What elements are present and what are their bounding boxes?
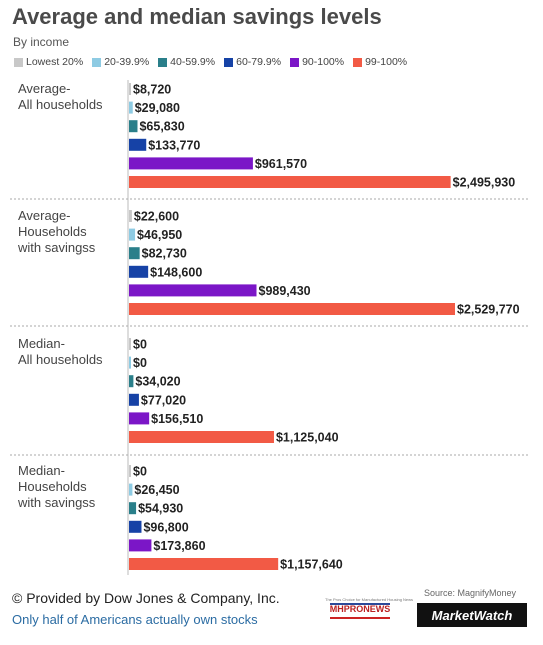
bar [129, 483, 133, 496]
bar [129, 303, 455, 315]
bar [129, 375, 134, 388]
legend-label: 40-59.9% [170, 56, 216, 68]
bar-value-label: $0 [133, 465, 147, 479]
group-label: with savingss [17, 240, 96, 255]
bar-value-label: $133,770 [148, 138, 200, 152]
legend-item: 90-100% [290, 56, 344, 68]
legend-swatch [353, 57, 363, 67]
bar [129, 83, 131, 95]
group-label: Average- [18, 81, 71, 96]
group-label: Households [18, 479, 87, 494]
bar [129, 176, 451, 188]
legend-label: 99-100% [365, 56, 408, 68]
legend-swatch [92, 57, 102, 67]
bar [129, 247, 140, 260]
bar-value-label: $34,020 [135, 375, 180, 389]
group-label: All households [18, 352, 103, 367]
chart-subtitle: By income [13, 35, 70, 49]
bar [129, 284, 257, 297]
legend-swatch [14, 57, 23, 67]
article-link[interactable]: Only half of Americans actually own stoc… [12, 612, 258, 627]
bar-value-label: $46,950 [137, 228, 182, 242]
bar-value-label: $0 [133, 338, 147, 352]
legend-label: Lowest 20% [26, 56, 84, 68]
bar [129, 138, 147, 151]
bar-value-label: $77,020 [141, 393, 186, 407]
bar [129, 520, 142, 533]
legend-item: Lowest 20% [14, 56, 83, 68]
bar-value-label: $961,570 [255, 157, 307, 171]
bar [129, 431, 274, 443]
chart-title: Average and median savings levels [12, 4, 382, 29]
bar-value-label: $1,157,640 [280, 558, 343, 572]
bar-value-label: $54,930 [138, 502, 183, 516]
legend-label: 60-79.9% [236, 56, 282, 68]
bar [129, 502, 137, 515]
bar [129, 558, 279, 570]
legend-label: 90-100% [302, 56, 345, 68]
bar-value-label: $0 [133, 356, 147, 370]
bar-value-label: $989,430 [259, 284, 311, 298]
bar-value-label: $82,730 [142, 247, 187, 261]
bar-value-label: $22,600 [134, 210, 179, 224]
legend-item: 99-100% [353, 56, 407, 68]
bar-value-label: $8,720 [133, 83, 171, 97]
group-label: Median- [18, 336, 65, 351]
group-label: Median- [18, 463, 65, 478]
bar [129, 412, 150, 425]
bar-value-label: $156,510 [151, 412, 203, 426]
bar [129, 465, 131, 477]
bar [129, 210, 132, 222]
logo-stripe [330, 603, 390, 605]
bar [129, 539, 152, 552]
legend-swatch [290, 57, 300, 67]
bar [129, 120, 138, 133]
bar-value-label: $96,800 [143, 520, 188, 534]
legend-item: 60-79.9% [224, 56, 281, 68]
legend-swatch [224, 57, 234, 67]
mhpronews-logo: The Pros Choice for Manufactured Housing… [325, 597, 414, 627]
legend-item: 20-39.9% [92, 56, 149, 68]
group-label: Households [18, 224, 87, 239]
bar [129, 393, 139, 406]
legend-swatch [158, 57, 168, 67]
marketwatch-logo: MarketWatch [417, 603, 527, 627]
legend: Lowest 20% 20-39.9% 40-59.9% 60-79.9% 90-100… [14, 56, 407, 68]
bar-value-label: $65,830 [139, 120, 184, 134]
bar-value-label: $2,495,930 [453, 176, 516, 190]
logo-stripe [330, 617, 390, 619]
bar [129, 228, 136, 241]
legend-item: 40-59.9% [158, 56, 215, 68]
mhpronews-tagline: The Pros Choice for Manufactured Housing… [325, 597, 414, 602]
group-label: Average- [18, 208, 71, 223]
bar-value-label: $29,080 [135, 101, 180, 115]
group-label: with savingss [17, 495, 96, 510]
bar-chart: Average-All households$8,720$29,080$65,8… [10, 80, 528, 575]
bar [129, 265, 149, 278]
bar-value-label: $173,860 [153, 539, 205, 553]
bar-value-label: $2,529,770 [457, 303, 520, 317]
source-note: Source: MagnifyMoney [424, 588, 517, 598]
bar-value-label: $148,600 [150, 265, 202, 279]
legend-label: 20-39.9% [104, 56, 150, 68]
bar-value-label: $1,125,040 [276, 431, 339, 445]
copyright-credit: © Provided by Dow Jones & Company, Inc. [12, 590, 280, 606]
bar [129, 101, 133, 114]
bar [129, 157, 253, 170]
bar [129, 338, 131, 350]
bar-value-label: $26,450 [134, 483, 179, 497]
mhpronews-wordmark: MHPRONEWS [329, 604, 391, 614]
bar [129, 356, 131, 369]
group-label: All households [18, 97, 103, 112]
